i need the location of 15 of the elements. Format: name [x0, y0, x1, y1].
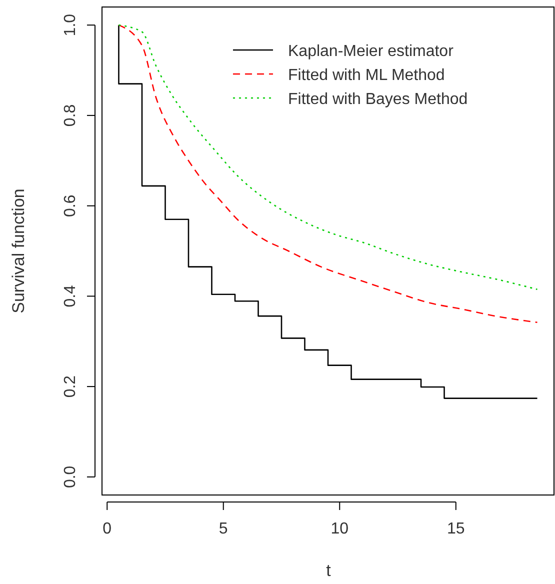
y-tick-label: 0.4	[62, 284, 79, 308]
y-tick-label: 0.0	[62, 466, 79, 488]
legend-label: Fitted with ML Method	[288, 67, 445, 84]
y-tick-label: 0.2	[62, 375, 79, 398]
x-tick-label: 15	[446, 520, 465, 538]
x-tick-label: 5	[218, 520, 228, 538]
x-tick-label: 10	[330, 520, 349, 538]
legend-label: Fitted with Bayes Method	[288, 91, 468, 108]
y-tick-label: 1.0	[62, 14, 79, 36]
y-tick-label: 0.8	[62, 104, 79, 127]
y-tick-label: 0.6	[62, 194, 79, 217]
x-tick-label: 0	[102, 520, 112, 538]
x-axis-title: t	[326, 561, 332, 580]
y-axis-title: Survival function	[9, 188, 28, 314]
legend-label: Kaplan-Meier estimator	[288, 43, 454, 60]
